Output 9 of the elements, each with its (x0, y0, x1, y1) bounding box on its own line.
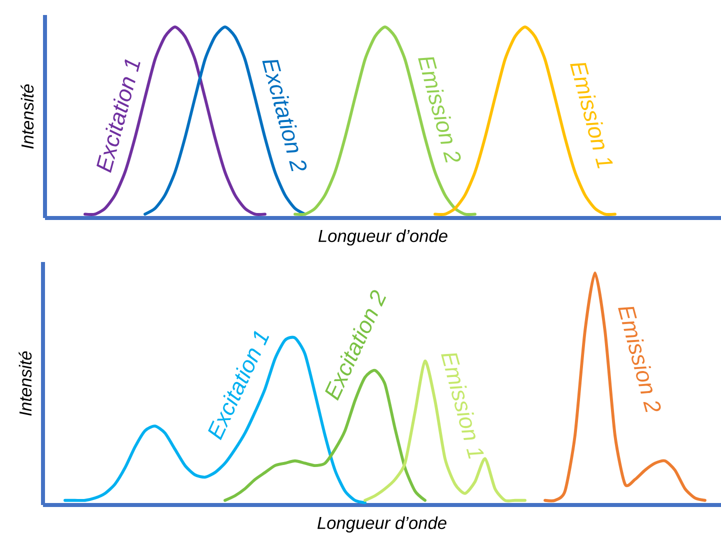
x-axis-title: Longueur d’onde (317, 516, 446, 533)
text: Emission 1 (441, 353, 484, 459)
text: Emission 2 (418, 57, 461, 162)
text: Emission 2 (618, 306, 661, 412)
y-axis-title: Intensité (20, 84, 34, 149)
text: Excitation 2 (262, 60, 307, 172)
y-axis-title: Intensité (18, 351, 32, 416)
x-axis-title: Longueur d’onde (318, 229, 448, 246)
text: Emission 1 (570, 62, 613, 168)
